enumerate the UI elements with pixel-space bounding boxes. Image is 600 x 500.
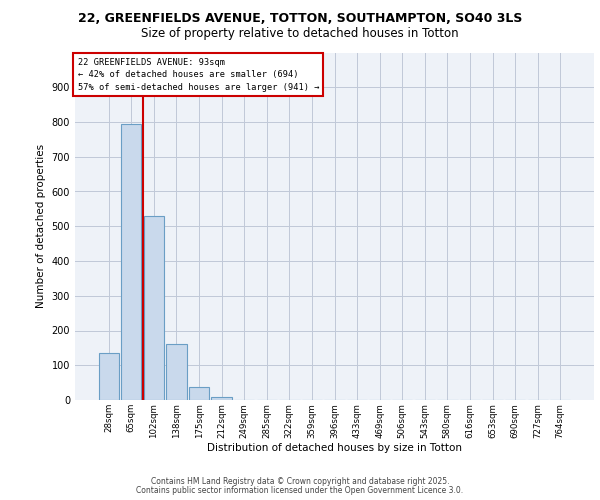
- Bar: [144, 216, 164, 400]
- Text: Contains public sector information licensed under the Open Government Licence 3.: Contains public sector information licen…: [136, 486, 464, 495]
- X-axis label: Distribution of detached houses by size in Totton: Distribution of detached houses by size …: [207, 443, 462, 453]
- Bar: [166, 344, 187, 400]
- Bar: [211, 396, 232, 400]
- Bar: [189, 387, 209, 400]
- Text: 22 GREENFIELDS AVENUE: 93sqm
← 42% of detached houses are smaller (694)
57% of s: 22 GREENFIELDS AVENUE: 93sqm ← 42% of de…: [77, 58, 319, 92]
- Bar: [121, 124, 142, 400]
- Text: 22, GREENFIELDS AVENUE, TOTTON, SOUTHAMPTON, SO40 3LS: 22, GREENFIELDS AVENUE, TOTTON, SOUTHAMP…: [78, 12, 522, 26]
- Text: Contains HM Land Registry data © Crown copyright and database right 2025.: Contains HM Land Registry data © Crown c…: [151, 477, 449, 486]
- Bar: [98, 353, 119, 400]
- Text: Size of property relative to detached houses in Totton: Size of property relative to detached ho…: [141, 28, 459, 40]
- Y-axis label: Number of detached properties: Number of detached properties: [36, 144, 46, 308]
